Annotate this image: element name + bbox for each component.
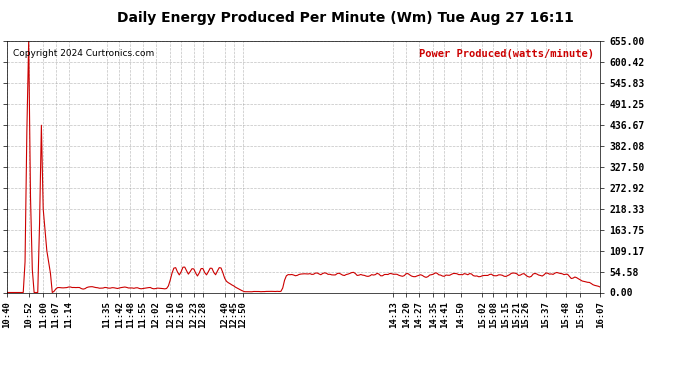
Text: Daily Energy Produced Per Minute (Wm) Tue Aug 27 16:11: Daily Energy Produced Per Minute (Wm) Tu…	[117, 11, 573, 25]
Text: Power Produced(watts/minute): Power Produced(watts/minute)	[420, 49, 594, 59]
Text: Copyright 2024 Curtronics.com: Copyright 2024 Curtronics.com	[13, 49, 154, 58]
